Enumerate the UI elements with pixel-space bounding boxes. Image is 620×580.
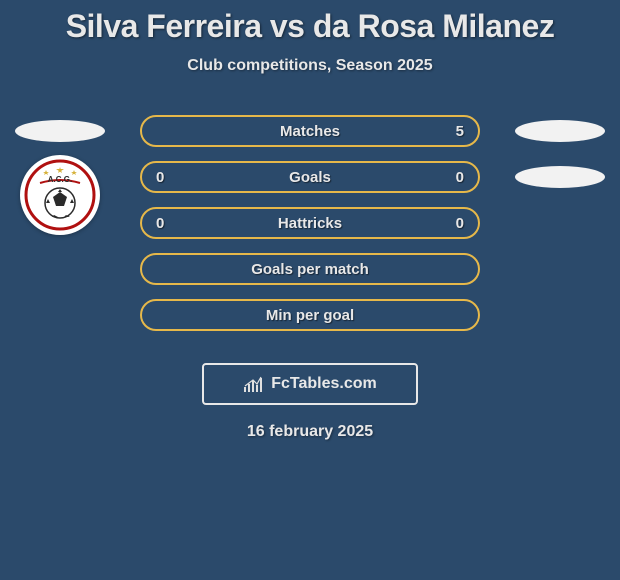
stat-label: Goals per match <box>251 261 369 278</box>
stat-label: Hattricks <box>278 215 342 232</box>
stat-bar-hattricks: 0 Hattricks 0 <box>140 207 480 239</box>
stat-right-value: 0 <box>444 215 464 232</box>
stat-row: Goals per match <box>0 253 620 285</box>
page-title: Silva Ferreira vs da Rosa Milanez <box>66 8 555 45</box>
stat-left-value: 0 <box>156 169 176 186</box>
stat-bar-goals: 0 Goals 0 <box>140 161 480 193</box>
svg-text:A.C.G.: A.C.G. <box>48 175 72 184</box>
subtitle: Club competitions, Season 2025 <box>187 57 432 75</box>
stat-label: Goals <box>289 169 331 186</box>
branding-box: FcTables.com <box>202 363 418 405</box>
stat-left-value: 0 <box>156 215 176 232</box>
stat-row: Min per goal <box>0 299 620 331</box>
stat-row: Matches 5 <box>0 115 620 147</box>
date-text: 16 february 2025 <box>247 423 373 441</box>
stat-bar-min-per-goal: Min per goal <box>140 299 480 331</box>
player-slot-left <box>15 120 105 142</box>
player-slot-right <box>515 166 605 188</box>
stat-right-value: 0 <box>444 169 464 186</box>
stat-label: Matches <box>280 123 340 140</box>
stat-row: A.C.G. 0 Goals 0 <box>0 161 620 193</box>
stat-row: 0 Hattricks 0 <box>0 207 620 239</box>
stat-bar-matches: Matches 5 <box>140 115 480 147</box>
stat-label: Min per goal <box>266 307 354 324</box>
stat-right-value: 5 <box>444 123 464 140</box>
branding-text: FcTables.com <box>271 375 377 393</box>
bars-icon <box>243 376 265 392</box>
player-slot-right <box>515 120 605 142</box>
stat-bar-goals-per-match: Goals per match <box>140 253 480 285</box>
